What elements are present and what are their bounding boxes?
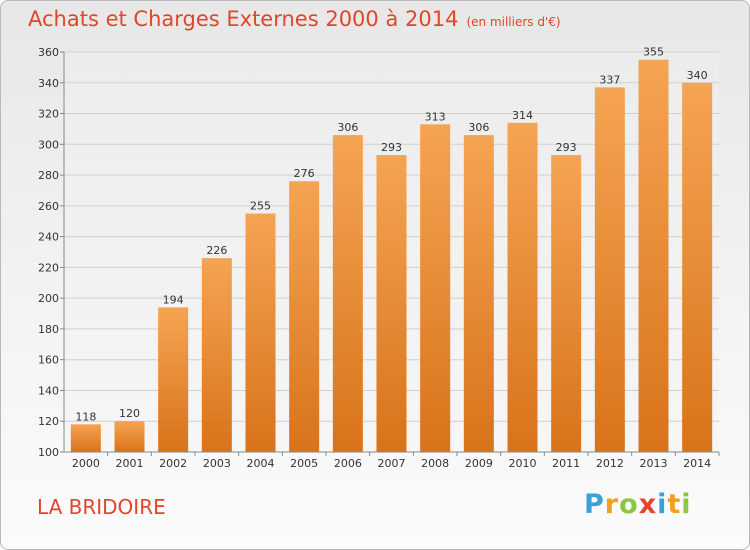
place-name: LA BRIDOIRE [37, 495, 166, 519]
x-tick-label: 2002 [159, 457, 187, 470]
bar [638, 59, 669, 452]
value-label: 314 [512, 109, 533, 122]
bar [332, 135, 363, 453]
value-label: 194 [163, 293, 184, 306]
bar [420, 124, 451, 453]
logo-letter: P [584, 489, 605, 520]
y-tick-label: 160 [38, 354, 59, 367]
x-tick-label: 2006 [334, 457, 362, 470]
bar [245, 213, 276, 452]
bar [158, 307, 189, 452]
logo-letter: x [638, 489, 658, 520]
y-tick-label: 340 [38, 77, 59, 90]
logo-letter: o [619, 489, 639, 520]
y-tick-label: 200 [38, 292, 59, 305]
value-label: 313 [425, 110, 446, 123]
x-tick-label: 2001 [116, 457, 144, 470]
y-tick-label: 140 [38, 384, 59, 397]
x-tick-label: 2007 [378, 457, 406, 470]
y-tick-label: 320 [38, 108, 59, 121]
y-tick-label: 300 [38, 138, 59, 151]
value-label: 118 [75, 410, 96, 423]
bar [507, 122, 538, 453]
value-label: 255 [250, 200, 271, 213]
bar [463, 135, 494, 453]
bar [289, 181, 320, 452]
value-label: 226 [206, 244, 227, 257]
bar [376, 155, 407, 453]
value-label: 293 [381, 141, 402, 154]
proxiti-logo[interactable]: Proxiti [584, 489, 692, 520]
chart-subtitle: (en milliers d'€) [466, 15, 561, 29]
y-tick-label: 180 [38, 323, 59, 336]
y-tick-label: 360 [38, 46, 59, 59]
x-tick-label: 2008 [421, 457, 449, 470]
chart-title-text: Achats et Charges Externes 2000 à 2014 [28, 7, 459, 31]
bar [594, 87, 625, 452]
logo-letter: t [667, 489, 682, 520]
x-tick-label: 2004 [247, 457, 275, 470]
value-label: 306 [468, 121, 489, 134]
x-tick-label: 2010 [509, 457, 537, 470]
y-tick-label: 240 [38, 231, 59, 244]
y-tick-label: 280 [38, 169, 59, 182]
bar [201, 258, 232, 452]
y-tick-label: 120 [38, 415, 59, 428]
value-label: 120 [119, 407, 140, 420]
x-tick-label: 2011 [552, 457, 580, 470]
value-label: 276 [294, 167, 315, 180]
value-label: 306 [337, 121, 358, 134]
bar [114, 421, 145, 452]
value-label: 337 [599, 73, 620, 86]
x-tick-label: 2013 [640, 457, 668, 470]
bar [682, 82, 713, 453]
chart-title: Achats et Charges Externes 2000 à 2014 (e… [28, 7, 561, 31]
y-tick-label: 260 [38, 200, 59, 213]
x-tick-label: 2005 [290, 457, 318, 470]
x-tick-label: 2003 [203, 457, 231, 470]
logo-letter: r [604, 489, 620, 520]
x-tick-label: 2012 [596, 457, 624, 470]
x-tick-label: 2014 [683, 457, 711, 470]
x-tick-label: 2009 [465, 457, 493, 470]
logo-letter: i [681, 489, 692, 520]
logo-letter: i [657, 489, 668, 520]
y-tick-label: 100 [38, 446, 59, 459]
y-tick-label: 220 [38, 261, 59, 274]
value-label: 340 [687, 69, 708, 82]
value-label: 293 [556, 141, 577, 154]
value-label: 355 [643, 46, 664, 59]
bar [70, 424, 101, 452]
x-tick-label: 2000 [72, 457, 100, 470]
bar [551, 155, 582, 453]
